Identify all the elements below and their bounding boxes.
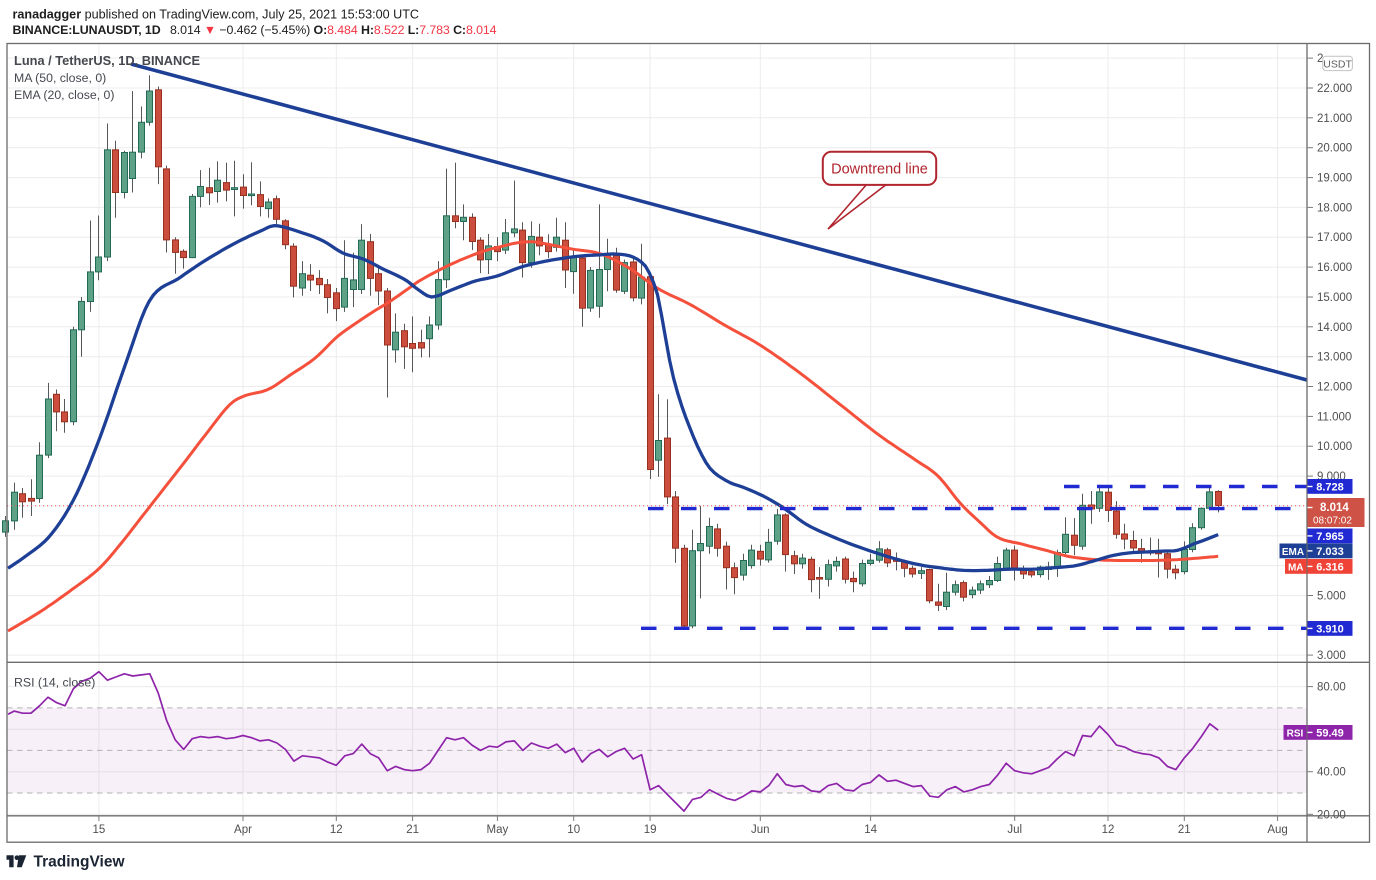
svg-text:08:07:02: 08:07:02 <box>1313 516 1352 527</box>
svg-text:EMA (20, close, 0): EMA (20, close, 0) <box>14 88 114 102</box>
svg-text:7.965: 7.965 <box>1316 531 1344 543</box>
svg-text:80.00: 80.00 <box>1317 682 1346 694</box>
svg-text:RSI (14, close): RSI (14, close) <box>14 676 95 690</box>
svg-text:Jul: Jul <box>1007 824 1022 836</box>
svg-text:EMA: EMA <box>1282 547 1304 558</box>
svg-text:BINANCE:LUNAUSDT, 1D 8.014 ▼: BINANCE:LUNAUSDT, 1D 8.014 ▼ −0.462 (−5.… <box>13 23 497 37</box>
svg-text:10: 10 <box>567 824 580 836</box>
svg-text:10.000: 10.000 <box>1317 441 1352 453</box>
svg-text:40.00: 40.00 <box>1317 767 1346 779</box>
svg-text:59.49: 59.49 <box>1316 727 1344 739</box>
svg-text:19: 19 <box>644 824 657 836</box>
svg-text:USDT: USDT <box>1323 58 1352 70</box>
svg-text:Luna / TetherUS, 1D, BINANCE: Luna / TetherUS, 1D, BINANCE <box>14 53 201 68</box>
svg-text:15: 15 <box>93 824 106 836</box>
svg-text:MA (50, close, 0): MA (50, close, 0) <box>14 71 106 85</box>
svg-text:12: 12 <box>330 824 343 836</box>
svg-text:21: 21 <box>406 824 419 836</box>
svg-text:21.000: 21.000 <box>1317 113 1352 125</box>
svg-text:12.000: 12.000 <box>1317 382 1352 394</box>
svg-text:20.00: 20.00 <box>1317 809 1346 821</box>
svg-text:17.000: 17.000 <box>1317 232 1352 244</box>
svg-text:Jun: Jun <box>751 824 770 836</box>
svg-text:11.000: 11.000 <box>1317 411 1351 423</box>
svg-text:21: 21 <box>1178 824 1191 836</box>
svg-text:8.014: 8.014 <box>1320 502 1349 514</box>
svg-text:13.000: 13.000 <box>1317 352 1352 364</box>
svg-text:12: 12 <box>1102 824 1115 836</box>
svg-text:Downtrend line: Downtrend line <box>831 162 928 178</box>
svg-text:3.000: 3.000 <box>1317 650 1346 662</box>
svg-text:18.000: 18.000 <box>1317 202 1352 214</box>
svg-text:16.000: 16.000 <box>1317 262 1352 274</box>
svg-text:8.728: 8.728 <box>1316 481 1344 493</box>
svg-text:22.000: 22.000 <box>1317 83 1352 95</box>
svg-text:MA: MA <box>1288 562 1304 573</box>
svg-text:Aug: Aug <box>1267 824 1287 836</box>
svg-text:14: 14 <box>864 824 877 836</box>
svg-text:May: May <box>487 824 509 836</box>
svg-text:RSI: RSI <box>1287 728 1304 739</box>
svg-text:14.000: 14.000 <box>1317 322 1352 334</box>
svg-text:Apr: Apr <box>234 824 252 836</box>
svg-text:7.033: 7.033 <box>1316 546 1344 558</box>
svg-text:6.316: 6.316 <box>1316 561 1344 573</box>
svg-text:19.000: 19.000 <box>1317 173 1352 185</box>
svg-text:3.910: 3.910 <box>1316 623 1344 635</box>
svg-text:TradingView: TradingView <box>34 854 126 871</box>
svg-text:2: 2 <box>1317 53 1323 65</box>
svg-text:20.000: 20.000 <box>1317 143 1352 155</box>
svg-text:ranadagger published on Tradin: ranadagger published on TradingView.com,… <box>13 8 420 22</box>
svg-text:5.000: 5.000 <box>1317 591 1346 603</box>
svg-text:15.000: 15.000 <box>1317 292 1352 304</box>
